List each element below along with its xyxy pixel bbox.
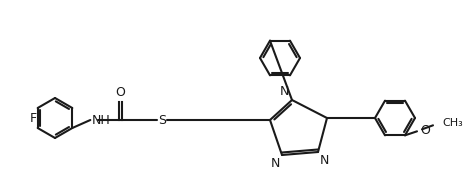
Text: S: S (158, 113, 166, 126)
Text: NH: NH (91, 114, 110, 128)
Text: CH₃: CH₃ (441, 118, 462, 128)
Text: N: N (319, 154, 329, 167)
Text: N: N (279, 85, 288, 98)
Text: O: O (419, 124, 429, 137)
Text: N: N (270, 157, 279, 170)
Text: O: O (115, 85, 125, 98)
Text: F: F (30, 112, 37, 125)
